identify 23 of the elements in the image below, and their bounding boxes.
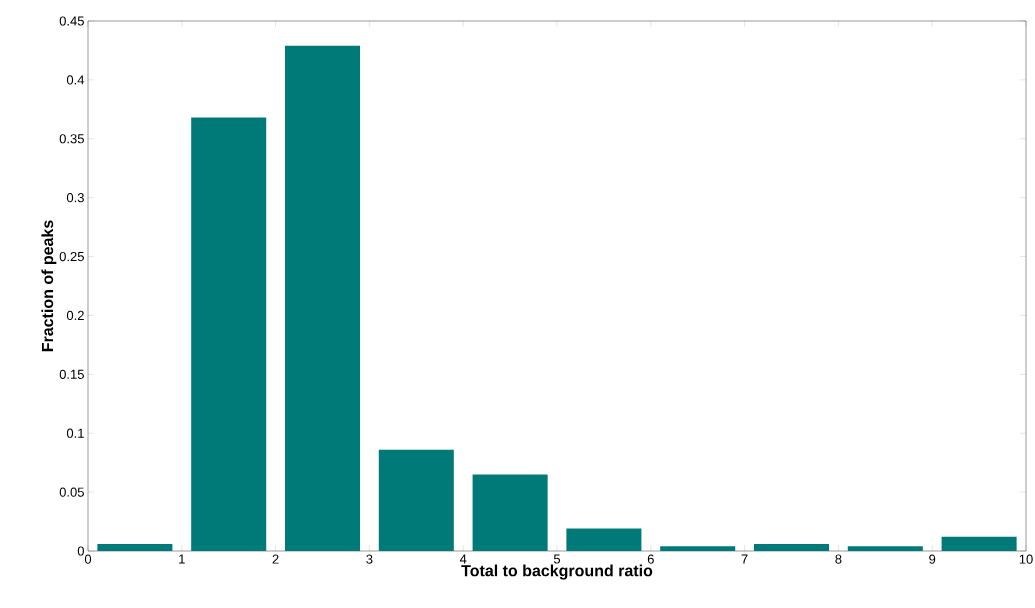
x-axis-title: Total to background ratio	[461, 564, 653, 580]
y-tick-label: 0.35	[59, 134, 84, 144]
y-tick-label: 0	[77, 546, 84, 556]
y-tick-label: 0.2	[66, 310, 84, 321]
x-tick-label: 10	[1019, 554, 1033, 564]
x-tick-label: 9	[929, 554, 936, 564]
x-tick-label: 8	[835, 554, 842, 564]
y-tick-label: 0.15	[59, 369, 84, 379]
x-tick-label: 0	[84, 554, 92, 564]
y-tick-label: 0.3	[66, 193, 84, 203]
x-tick-label: 3	[366, 554, 373, 564]
x-tick-label: 6	[647, 554, 654, 564]
y-tick-label: 0.05	[59, 487, 84, 497]
x-tick-label: 2	[272, 554, 279, 564]
x-tick-label: 1	[179, 554, 185, 564]
x-tick-label: 4	[459, 554, 467, 564]
y-tick-label: 0.1	[66, 428, 84, 438]
x-tick-label: 7	[741, 554, 748, 564]
y-tick-label: 0.25	[59, 251, 84, 262]
y-tick-label: 0.4	[66, 75, 85, 85]
y-axis-title: Fraction of peaks	[41, 220, 57, 352]
x-tick-label: 5	[553, 554, 561, 564]
y-tick-label: 0.45	[59, 16, 84, 26]
